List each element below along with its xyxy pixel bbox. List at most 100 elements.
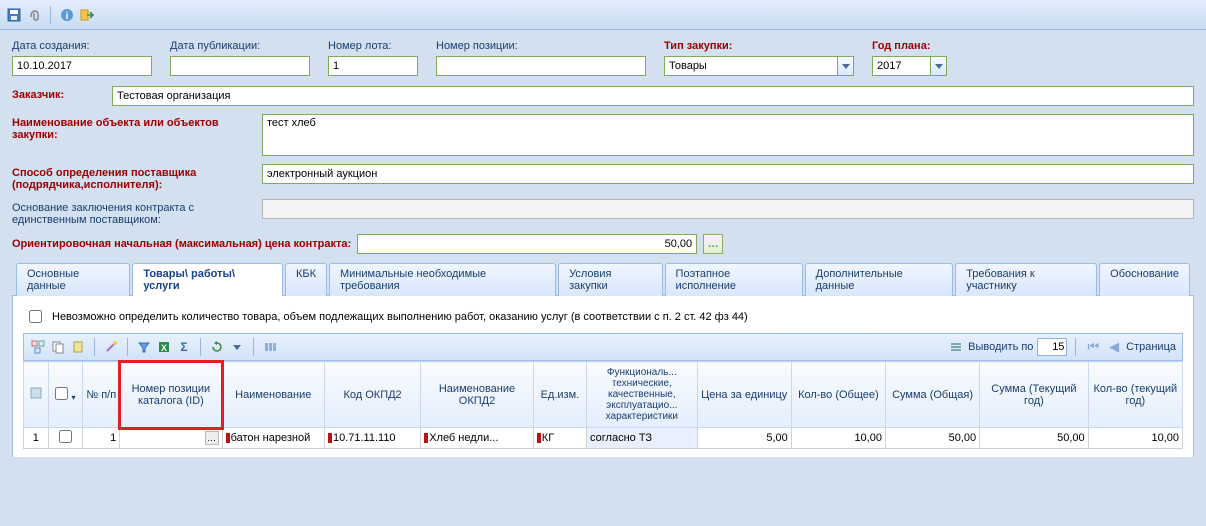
impossible-checkbox[interactable] [29,310,42,323]
purchase-type-dropdown[interactable] [837,56,854,76]
row-checkbox[interactable] [59,430,72,443]
col-checkbox[interactable]: ▾ [48,362,83,428]
excel-icon[interactable]: X [156,339,172,355]
col-name[interactable]: Наименование [222,362,324,428]
tab-min-req[interactable]: Минимальные необходимые требования [329,263,556,296]
grid-separator [94,338,95,356]
exit-icon[interactable] [79,7,95,23]
attach-icon[interactable] [26,7,42,23]
plan-year-label: Год плана: [872,40,962,52]
wizard-icon[interactable] [103,339,119,355]
row-catalog[interactable]: … [120,428,222,449]
chevron-down-icon [842,64,850,69]
top-toolbar: i [0,0,1206,30]
row-qty[interactable]: 10,00 [791,428,885,449]
row-func[interactable]: согласно ТЗ [587,428,698,449]
object-input[interactable] [262,114,1194,156]
tree-collapse-icon[interactable] [30,339,46,355]
position-input[interactable] [436,56,646,76]
copy-icon[interactable] [50,339,66,355]
row-price[interactable]: 5,00 [697,428,791,449]
pager-label: Выводить по [968,341,1033,353]
customer-input[interactable] [112,86,1194,106]
required-mark-icon [424,433,428,443]
filter-icon[interactable] [136,339,152,355]
tab-staged[interactable]: Поэтапное исполнение [665,263,803,296]
col-sum-year[interactable]: Сумма (Текущий год) [980,362,1089,428]
info-icon[interactable]: i [59,7,75,23]
row-index: 1 [24,428,49,449]
col-selector[interactable] [24,362,49,428]
grid-separator [253,338,254,356]
tabs: Основные данные Товары\ работы\ услуги К… [12,262,1194,296]
created-label: Дата создания: [12,40,152,52]
col-price[interactable]: Цена за единицу [697,362,791,428]
chevron-down-icon [935,64,943,69]
tab-content: Невозможно определить количество товара,… [12,296,1194,457]
tab-conditions[interactable]: Условия закупки [558,263,662,296]
row-qty-year[interactable]: 10,00 [1088,428,1182,449]
basis-input[interactable] [262,199,1194,219]
page-label: Страница [1126,341,1176,353]
plan-year-input[interactable] [872,56,930,76]
required-mark-icon [226,433,230,443]
paste-icon[interactable] [70,339,86,355]
goods-grid: ▾ № п/п Номер позиции каталога (ID) Наим… [23,361,1183,449]
supplier-method-input[interactable] [262,164,1194,184]
tab-justification[interactable]: Обоснование [1099,263,1190,296]
prev-page-icon[interactable]: ◀ [1106,339,1122,355]
col-qty-year[interactable]: Кол-во (текущий год) [1088,362,1182,428]
published-input[interactable] [170,56,310,76]
svg-text:X: X [161,343,167,353]
toolbar-separator [50,6,51,24]
required-mark-icon [328,433,332,443]
impossible-label: Невозможно определить количество товара,… [52,311,748,323]
row-okpd2[interactable]: 10.71.11.110 [324,428,420,449]
required-mark-icon [537,433,541,443]
col-catalog[interactable]: Номер позиции каталога (ID) [120,362,222,428]
col-unit[interactable]: Ед.изм. [533,362,586,428]
col-okpd2name[interactable]: Наименование ОКПД2 [421,362,534,428]
sum-icon[interactable]: Σ [176,339,192,355]
row-okpd2name: Хлеб недли... [421,428,534,449]
price-input[interactable] [357,234,697,254]
plan-year-dropdown[interactable] [930,56,947,76]
svg-text:Σ: Σ [180,340,187,354]
purchase-type-input[interactable] [664,56,837,76]
save-icon[interactable] [6,7,22,23]
col-num[interactable]: № п/п [83,362,120,428]
lot-label: Номер лота: [328,40,418,52]
form-area: Дата создания: Дата публикации: Номер ло… [0,30,1206,463]
row-name[interactable]: батон нарезной [222,428,324,449]
row-num: 1 [83,428,120,449]
tab-extra[interactable]: Дополнительные данные [805,263,954,296]
published-label: Дата публикации: [170,40,310,52]
price-lookup-button[interactable]: … [703,234,723,254]
col-okpd2[interactable]: Код ОКПД2 [324,362,420,428]
pager-input[interactable] [1037,338,1067,356]
first-page-icon[interactable]: ⏮ [1084,339,1102,355]
refresh-icon[interactable] [209,339,225,355]
col-qty[interactable]: Кол-во (Общее) [791,362,885,428]
supplier-method-label: Способ определения поставщика (подрядчик… [12,164,262,191]
tab-goods[interactable]: Товары\ работы\ услуги [132,263,283,296]
settings-icon[interactable] [948,339,964,355]
catalog-lookup-button[interactable]: … [205,431,219,445]
col-func[interactable]: Функциональ... технические, качественные… [587,362,698,428]
lot-input[interactable] [328,56,418,76]
position-label: Номер позиции: [436,40,646,52]
select-all-checkbox[interactable] [55,387,68,400]
created-input[interactable] [12,56,152,76]
tab-participant-req[interactable]: Требования к участнику [955,263,1097,296]
table-row[interactable]: 1 1 … батон нарезной 10.71.11.110 Хлеб н… [24,428,1183,449]
row-sum-year: 50,00 [980,428,1089,449]
tab-kbk[interactable]: КБК [285,263,327,296]
tab-main[interactable]: Основные данные [16,263,130,296]
chevron-down-icon[interactable] [229,339,245,355]
grid-toolbar: X Σ Выводить по ⏮ ◀ Страница [23,333,1183,361]
row-checkbox-cell [48,428,83,449]
grid-separator [1075,338,1076,356]
columns-icon[interactable] [262,339,278,355]
col-sum[interactable]: Сумма (Общая) [885,362,979,428]
row-unit[interactable]: КГ [533,428,586,449]
